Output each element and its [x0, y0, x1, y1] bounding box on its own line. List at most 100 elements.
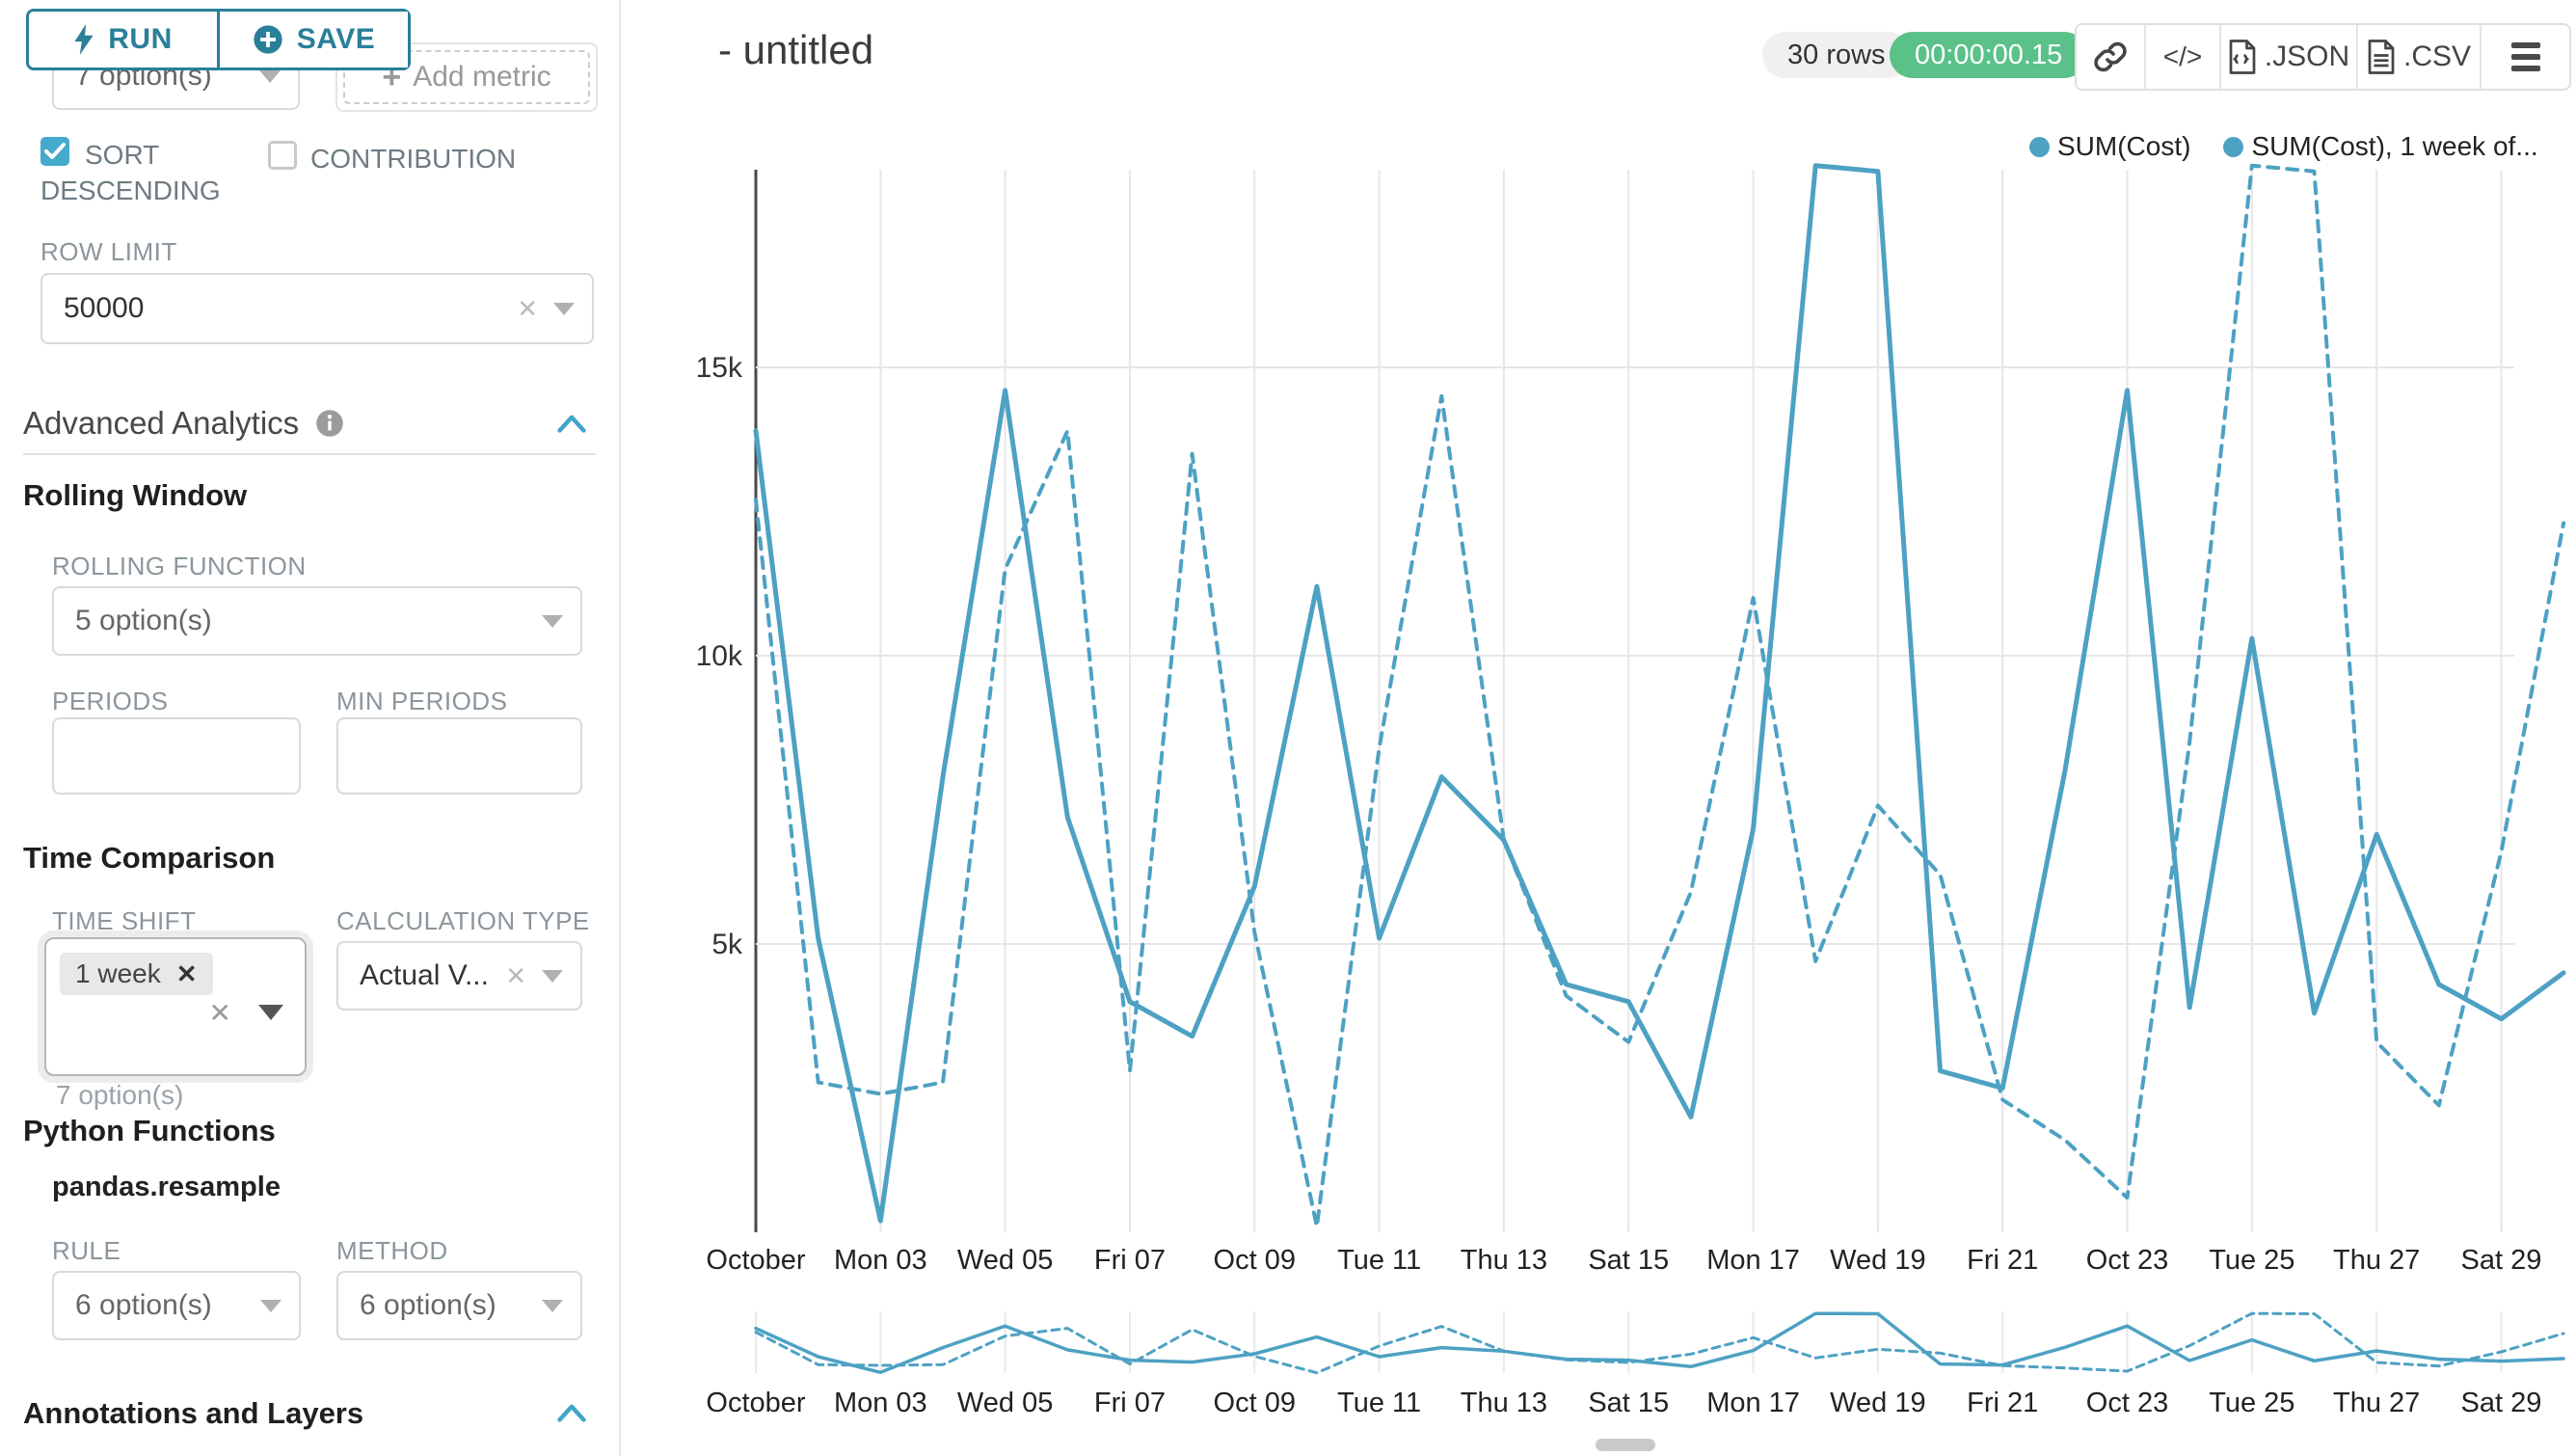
export-csv-label: .CSV: [2402, 40, 2472, 72]
sort-descending-checkbox[interactable]: [40, 137, 69, 166]
svg-text:October: October: [706, 1388, 805, 1418]
chevron-down-icon: [259, 69, 281, 83]
rule-select[interactable]: 6 option(s): [52, 1271, 301, 1340]
export-json-button[interactable]: .JSON: [2219, 25, 2356, 89]
run-button-label: RUN: [108, 23, 173, 55]
advanced-analytics-title: Advanced Analytics: [23, 405, 300, 441]
clear-icon[interactable]: ✕: [505, 960, 526, 990]
svg-text:Tue 25: Tue 25: [2209, 1388, 2294, 1418]
svg-text:October: October: [706, 1245, 805, 1276]
periods-label: PERIODS: [52, 687, 169, 715]
csv-file-icon: [2368, 40, 2395, 74]
save-button-label: SAVE: [296, 23, 376, 55]
svg-text:Tue 11: Tue 11: [1337, 1245, 1421, 1276]
export-json-label: .JSON: [2264, 40, 2350, 72]
svg-text:Fri 07: Fri 07: [1094, 1245, 1166, 1276]
annotations-title: Annotations and Layers: [23, 1396, 364, 1430]
min-periods-input[interactable]: [336, 717, 582, 795]
more-options-button[interactable]: [2480, 25, 2569, 89]
svg-text:Sat 29: Sat 29: [2461, 1245, 2542, 1276]
time-shift-multiselect[interactable]: 1 week ✕ ✕: [44, 937, 307, 1076]
chevron-down-icon: [542, 614, 563, 628]
export-csv-button[interactable]: .CSV: [2356, 25, 2480, 89]
horizontal-scrollbar-handle[interactable]: [1596, 1439, 1655, 1451]
svg-text:Fri 07: Fri 07: [1094, 1388, 1166, 1418]
row-limit-value: 50000: [64, 292, 145, 324]
remove-tag-icon[interactable]: ✕: [175, 958, 198, 988]
rolling-function-value: 5 option(s): [75, 605, 212, 636]
svg-text:Wed 05: Wed 05: [957, 1245, 1053, 1276]
svg-text:Wed 05: Wed 05: [957, 1388, 1053, 1418]
svg-text:Sat 15: Sat 15: [1588, 1245, 1669, 1276]
contribution-label: CONTRIBUTION: [310, 144, 517, 174]
chevron-up-icon: [557, 1404, 586, 1422]
svg-text:10k: 10k: [696, 640, 743, 672]
clear-icon[interactable]: ✕: [517, 293, 538, 323]
chevron-down-icon: [260, 1299, 282, 1312]
svg-text:Fri 21: Fri 21: [1967, 1388, 2038, 1418]
svg-text:Oct 09: Oct 09: [1214, 1245, 1296, 1276]
pandas-resample-label: pandas.resample: [52, 1172, 281, 1202]
sort-descending-label: SORT DESCENDING: [40, 140, 221, 205]
advanced-analytics-header[interactable]: Advanced Analytics: [23, 405, 596, 447]
time-comparison-title: Time Comparison: [23, 841, 276, 875]
time-shift-label: TIME SHIFT: [52, 906, 197, 935]
hamburger-menu-icon: [2510, 42, 2540, 71]
rows-count-badge: 30 rows: [1762, 32, 1911, 78]
json-file-icon: [2229, 40, 2256, 74]
svg-text:Sat 29: Sat 29: [2461, 1388, 2542, 1418]
chart-title[interactable]: - untitled: [718, 27, 874, 72]
row-limit-label: ROW LIMIT: [40, 237, 177, 266]
method-select-value: 6 option(s): [360, 1289, 496, 1321]
rolling-function-label: ROLLING FUNCTION: [52, 552, 307, 580]
copy-link-button[interactable]: [2077, 25, 2144, 89]
plus-circle-icon: [254, 25, 282, 54]
svg-text:Oct 23: Oct 23: [2086, 1388, 2168, 1418]
annotations-header[interactable]: Annotations and Layers: [23, 1396, 596, 1431]
svg-text:5k: 5k: [711, 929, 743, 960]
svg-text:Oct 09: Oct 09: [1214, 1388, 1296, 1418]
minimap-chart[interactable]: October Mon 03 Wed 05 Fri 07 Oct 09 Tue 11 Thu…: [694, 1308, 2576, 1452]
svg-text:15k: 15k: [696, 352, 743, 384]
view-query-button[interactable]: </>: [2144, 25, 2219, 89]
chart-legend: SUM(Cost) SUM(Cost), 1 week of...: [2029, 131, 2538, 162]
rule-label: RULE: [52, 1236, 121, 1265]
svg-text:Thu 13: Thu 13: [1461, 1388, 1547, 1418]
run-button[interactable]: RUN: [29, 12, 220, 67]
periods-input[interactable]: [52, 717, 301, 795]
save-button[interactable]: SAVE: [220, 12, 408, 67]
run-save-button-group: RUN SAVE: [26, 9, 411, 70]
svg-text:Tue 25: Tue 25: [2209, 1245, 2294, 1276]
calculation-type-select[interactable]: Actual V... ✕: [336, 941, 582, 1011]
add-metric-label: Add metric: [413, 61, 551, 93]
svg-text:Wed 19: Wed 19: [1830, 1245, 1925, 1276]
rows-count-label: 30 rows: [1787, 39, 1886, 70]
svg-text:Tue 11: Tue 11: [1337, 1388, 1421, 1418]
legend-item-sum-cost[interactable]: SUM(Cost): [2029, 131, 2190, 162]
section-divider: [23, 453, 596, 455]
legend-label: SUM(Cost), 1 week of...: [2251, 131, 2538, 161]
check-icon: [44, 143, 66, 159]
calculation-type-value: Actual V...: [360, 959, 489, 991]
svg-text:Oct 23: Oct 23: [2086, 1245, 2168, 1276]
svg-text:Wed 19: Wed 19: [1830, 1388, 1925, 1418]
svg-text:Mon 03: Mon 03: [834, 1245, 927, 1276]
svg-text:Thu 27: Thu 27: [2333, 1388, 2420, 1418]
chevron-up-icon[interactable]: [557, 413, 586, 434]
chevron-down-icon: [258, 1005, 283, 1020]
svg-text:Sat 15: Sat 15: [1588, 1388, 1669, 1418]
clear-icon[interactable]: ✕: [208, 998, 231, 1028]
add-metric-button[interactable]: + Add metric: [343, 50, 590, 104]
svg-text:Fri 21: Fri 21: [1967, 1245, 2038, 1276]
method-select[interactable]: 6 option(s): [336, 1271, 582, 1340]
python-functions-title: Python Functions: [23, 1114, 276, 1147]
time-series-line-chart[interactable]: October Mon 03 Wed 05 Fri 07 Oct 09 Tue 11 Thu…: [694, 162, 2576, 1276]
legend-item-sum-cost-offset[interactable]: SUM(Cost), 1 week of...: [2223, 131, 2538, 162]
rolling-function-select[interactable]: 5 option(s): [52, 586, 582, 656]
contribution-checkbox[interactable]: [268, 141, 297, 170]
export-toolbar: </> .JSON .CSV: [2075, 23, 2571, 91]
row-limit-select[interactable]: 50000 ✕: [40, 273, 594, 344]
method-label: METHOD: [336, 1236, 448, 1265]
legend-label: SUM(Cost): [2057, 131, 2191, 161]
info-icon: [315, 410, 343, 437]
